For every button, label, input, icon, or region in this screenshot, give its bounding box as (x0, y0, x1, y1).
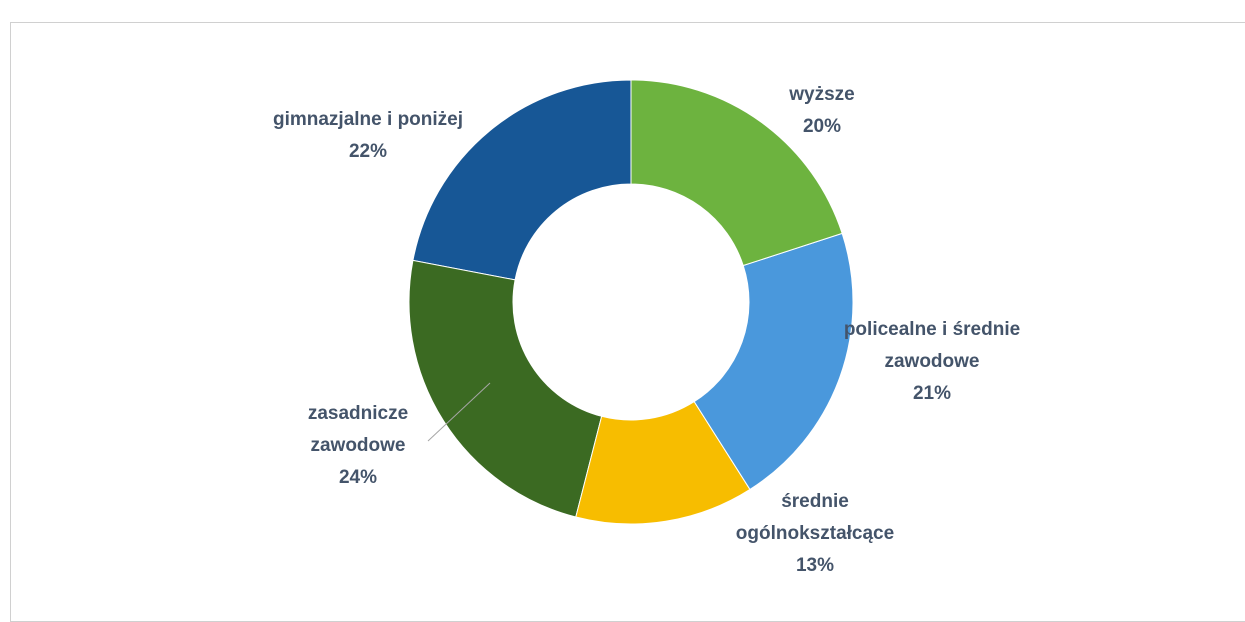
slice-label: wyższe 20% (762, 79, 882, 143)
slice-label: zasadnicze zawodowe 24% (293, 398, 423, 494)
donut-slice (412, 79, 632, 281)
slice-label: gimnazjalne i poniżej 22% (238, 104, 498, 168)
donut-slice (408, 259, 603, 518)
chart (408, 79, 854, 525)
value-label: 21% (912, 383, 952, 404)
donut-slice (693, 232, 854, 491)
value-label: 13% (795, 555, 835, 576)
value-label: 22% (348, 141, 388, 162)
leader-line (427, 382, 491, 442)
page: wyższe 20% policealne i średnie zawodowe 2… (10, 22, 1245, 622)
category-label: gimnazjalne i poniżej (272, 109, 464, 130)
slice-label: średnie ogólnokształcące 13% (715, 486, 915, 582)
category-label: wyższe (789, 84, 855, 105)
category-label: średnie ogólnokształcące (735, 491, 895, 544)
value-label: 24% (338, 467, 378, 488)
value-label: 20% (802, 116, 842, 137)
donut-slice (630, 79, 843, 267)
slice-label: policealne i średnie zawodowe 21% (827, 314, 1037, 410)
donut-slice (575, 400, 751, 525)
category-label: zasadnicze zawodowe (307, 403, 409, 456)
category-label: policealne i średnie zawodowe (843, 319, 1021, 372)
